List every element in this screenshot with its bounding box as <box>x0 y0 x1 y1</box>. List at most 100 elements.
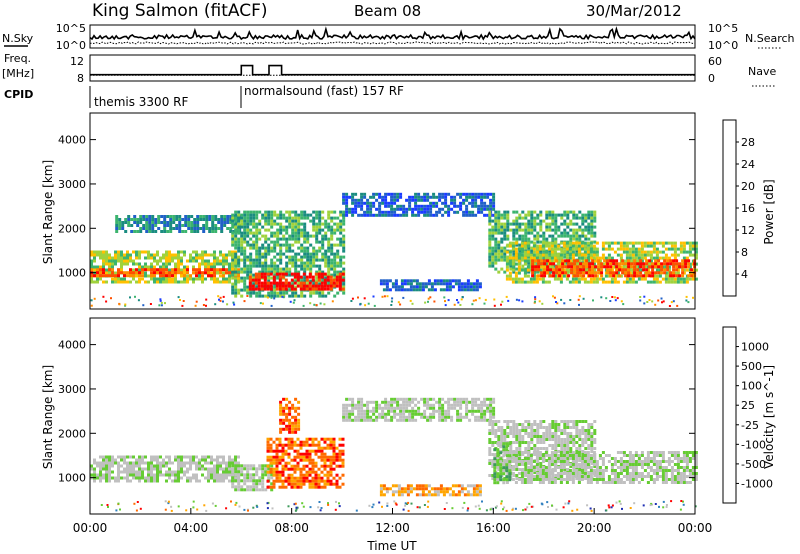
data-cell <box>613 241 617 245</box>
data-cell <box>243 234 247 238</box>
data-cell <box>297 252 301 256</box>
data-cell <box>308 284 312 288</box>
data-cell <box>249 294 253 298</box>
data-cell <box>177 250 180 254</box>
data-cell <box>429 403 433 407</box>
data-cell <box>381 400 385 404</box>
data-cell <box>670 244 674 248</box>
data-cell <box>217 221 221 224</box>
data-cell <box>667 256 671 260</box>
data-cell <box>583 277 587 281</box>
data-cell <box>526 280 530 284</box>
data-cell <box>261 255 265 259</box>
data-cell <box>500 216 504 220</box>
data-cell <box>123 256 126 260</box>
data-cell <box>319 302 322 305</box>
data-cell <box>541 302 544 305</box>
data-cell <box>546 268 550 272</box>
data-cell <box>357 397 361 401</box>
data-cell <box>673 277 677 281</box>
data-cell <box>483 207 487 211</box>
data-cell <box>366 213 370 217</box>
data-cell <box>123 274 126 278</box>
data-cell <box>281 284 285 288</box>
data-cell <box>527 219 531 223</box>
data-cell <box>138 271 141 275</box>
data-cell <box>562 250 566 254</box>
data-cell <box>612 271 616 275</box>
data-cell <box>411 418 415 422</box>
data-cell <box>120 265 123 269</box>
data-cell <box>604 274 608 278</box>
data-cell <box>552 274 556 278</box>
data-cell <box>255 482 259 486</box>
data-cell <box>261 267 265 271</box>
data-cell <box>382 288 386 292</box>
data-cell <box>223 218 227 221</box>
data-cell <box>420 210 424 214</box>
data-cell <box>527 237 531 241</box>
data-cell <box>237 464 241 468</box>
data-cell <box>335 446 339 450</box>
data-cell <box>309 264 313 268</box>
data-cell <box>427 490 431 494</box>
data-cell <box>171 470 174 474</box>
data-cell <box>195 256 198 260</box>
data-cell <box>587 228 591 232</box>
data-cell <box>489 409 493 413</box>
data-cell <box>132 262 135 266</box>
data-cell <box>165 262 168 266</box>
data-cell <box>300 264 304 268</box>
data-cell <box>297 270 301 274</box>
data-cell <box>348 195 352 199</box>
data-cell <box>294 427 298 431</box>
data-cell <box>424 493 428 497</box>
data-cell <box>315 291 319 295</box>
data-cell <box>118 218 122 221</box>
data-cell <box>348 409 352 413</box>
data-cell <box>658 241 662 245</box>
data-cell <box>537 265 541 269</box>
data-cell <box>494 441 498 444</box>
data-cell <box>381 201 385 205</box>
data-cell <box>503 435 507 438</box>
data-cell <box>500 252 504 256</box>
data-cell <box>127 221 131 224</box>
data-cell <box>252 219 256 223</box>
data-cell <box>270 270 274 274</box>
data-cell <box>276 291 280 295</box>
data-cell <box>246 267 250 271</box>
data-cell <box>517 262 521 266</box>
data-cell <box>556 244 560 248</box>
data-cell <box>459 397 463 401</box>
data-cell <box>336 228 340 232</box>
data-cell <box>406 493 410 497</box>
data-cell <box>225 256 228 260</box>
data-cell <box>545 228 549 232</box>
data-cell <box>201 464 204 468</box>
data-cell <box>532 277 536 281</box>
data-cell <box>571 241 575 245</box>
data-cell <box>382 279 386 283</box>
data-cell <box>550 247 554 251</box>
data-cell <box>198 461 201 465</box>
data-cell <box>315 279 319 283</box>
data-cell <box>415 279 419 283</box>
data-cell <box>663 268 667 272</box>
data-cell <box>494 420 498 423</box>
data-cell <box>580 247 584 251</box>
data-cell <box>272 485 276 489</box>
data-cell <box>577 280 581 284</box>
data-cell <box>252 225 256 229</box>
data-cell <box>484 298 487 301</box>
data-cell <box>486 397 490 401</box>
data-cell <box>409 490 413 494</box>
data-cell <box>285 412 289 416</box>
data-cell <box>512 210 516 214</box>
data-cell <box>601 253 605 257</box>
data-cell <box>396 195 400 199</box>
data-cell <box>246 231 250 235</box>
data-cell <box>366 412 370 416</box>
data-cell <box>270 225 274 229</box>
data-cell <box>681 274 685 278</box>
